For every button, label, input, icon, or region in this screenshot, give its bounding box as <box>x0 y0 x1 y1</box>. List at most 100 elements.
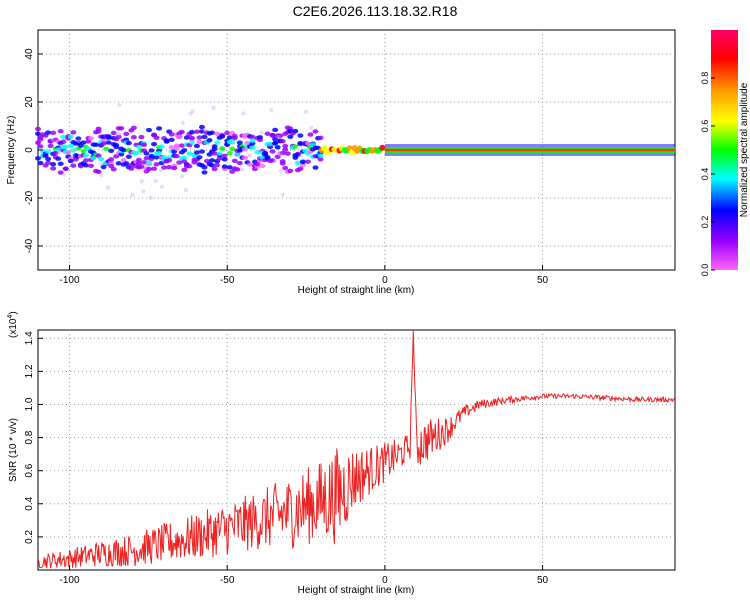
spectrogram-cell <box>156 126 163 131</box>
snr-y-tick-label: 1.4 <box>24 331 35 345</box>
spectrogram-cell <box>35 126 41 132</box>
spectrogram-cell <box>125 154 132 159</box>
colorbar-tick-label: 0.4 <box>700 168 710 181</box>
spectrogram-cell <box>231 158 238 164</box>
spectrogram-cell <box>274 145 281 150</box>
spectrogram-x-ticks: -100 -50 0 50 <box>60 265 549 286</box>
spectrogram-cell <box>181 167 188 173</box>
spectrogram-cell <box>216 151 223 156</box>
spectrogram-cell <box>117 102 122 107</box>
spectrogram-cell <box>287 168 294 174</box>
spectrogram-cell <box>148 195 153 200</box>
spectrogram-cell <box>219 146 226 151</box>
spectrogram-cell <box>287 134 294 140</box>
spectrogram-cell <box>135 144 142 150</box>
spectrogram-cell <box>67 158 74 164</box>
snr-y-tick-label: 1.0 <box>24 397 35 411</box>
spectrogram-cell <box>158 144 165 149</box>
spectrogram-cell <box>161 165 168 170</box>
spectrogram-cell <box>168 145 175 150</box>
spectrogram-cell <box>45 149 52 154</box>
snr-y-label: SNR (10 * v/v) <box>8 418 19 482</box>
spectrogram-cell <box>153 178 158 183</box>
spectrogram-cell <box>163 138 170 143</box>
spectrogram-cell <box>201 170 208 175</box>
spectrogram-cell <box>108 160 115 165</box>
spectrogram-cell <box>249 138 256 143</box>
spectrogram-cell <box>153 135 160 140</box>
spectrogram-cell <box>171 165 178 171</box>
spectrogram-cell <box>153 155 160 160</box>
spectrogram-cell <box>140 142 147 148</box>
spectrogram-cell <box>138 134 145 140</box>
spectrogram-cell <box>209 163 216 168</box>
spectrogram-cell <box>211 146 218 152</box>
spectrogram-cell <box>196 135 203 140</box>
spectrogram-cell <box>307 132 314 137</box>
spectrogram-cell <box>196 155 203 160</box>
spectrogram-cell <box>151 166 158 171</box>
spectrogram-cell <box>317 135 324 140</box>
spectrogram-y-label: Frequency (Hz) <box>6 116 17 185</box>
spectrogram-cell <box>277 133 284 138</box>
spectrogram-cell <box>52 150 59 155</box>
spectrogram-cell <box>309 125 314 130</box>
spectrogram-cell <box>209 130 216 135</box>
spectrogram-cell <box>146 160 153 165</box>
spectrogram-cell <box>282 143 289 149</box>
spectrogram-cell <box>186 151 193 156</box>
snr-y-tick-label: 1.2 <box>24 364 35 378</box>
spectrogram-cell <box>82 163 89 168</box>
spectrogram-cell <box>110 167 117 172</box>
spectrogram-cell <box>75 136 82 141</box>
spectrogram-cell <box>62 166 69 171</box>
spectrogram-cell <box>103 146 110 152</box>
spectrogram-cell <box>98 156 105 162</box>
spectrogram-cell <box>201 134 208 140</box>
spectrogram-cell <box>206 137 213 143</box>
spectrogram-cell <box>168 132 175 137</box>
spectrogram-cell <box>113 144 120 150</box>
spectrogram-cell <box>105 135 112 140</box>
spectrogram-cell <box>224 130 231 136</box>
spectrogram-cell <box>303 109 308 114</box>
spectrogram-cell <box>209 158 216 163</box>
spectrogram-cell <box>173 154 180 159</box>
spectrogram-cell <box>196 139 203 145</box>
spectrogram-cell <box>123 131 130 137</box>
spectrogram-cell <box>178 143 185 148</box>
spectrogram-cell <box>143 151 150 156</box>
snr-series-line <box>37 329 676 569</box>
spectrogram-cell <box>67 143 74 149</box>
spectrogram-cell <box>57 150 62 155</box>
spectrogram-cell <box>59 143 64 148</box>
spectrogram-y-tick-label: 20 <box>24 96 35 108</box>
spectrogram-cell <box>214 140 221 145</box>
spectrogram-cell <box>272 159 277 164</box>
spectrogram-x-label: Height of straight line (km) <box>298 285 415 296</box>
spectrogram-cell <box>87 136 94 141</box>
spectrogram-cell <box>221 153 228 159</box>
spectrogram-cell <box>241 155 248 160</box>
spectrogram-cell <box>279 152 284 157</box>
spectrogram-cells <box>35 102 675 200</box>
spectrogram-cell <box>108 163 115 169</box>
spectrogram-cell <box>100 137 107 143</box>
spectrogram-cell <box>193 143 200 149</box>
spectrogram-cell <box>148 148 155 153</box>
spectrogram-cell <box>36 106 41 111</box>
spectrogram-cell <box>274 154 281 159</box>
spectrogram-cell <box>188 129 195 135</box>
spectrogram-panel: -100 -50 0 50 -40 -20 0 20 40 Height of straigh… <box>6 29 676 296</box>
spectrogram-cell <box>141 189 146 194</box>
spectrogram-cell <box>183 135 190 140</box>
spectrogram-cell <box>226 165 233 170</box>
spectrogram-cell <box>37 144 44 149</box>
spectrogram-cell <box>50 166 57 171</box>
spectrogram-cell <box>80 140 87 145</box>
spectrogram-cell <box>202 128 207 133</box>
spectrogram-cell <box>156 151 163 156</box>
spectrogram-cell <box>176 160 183 165</box>
spectrogram-cell <box>60 134 67 140</box>
spectrogram-cell <box>87 163 94 169</box>
